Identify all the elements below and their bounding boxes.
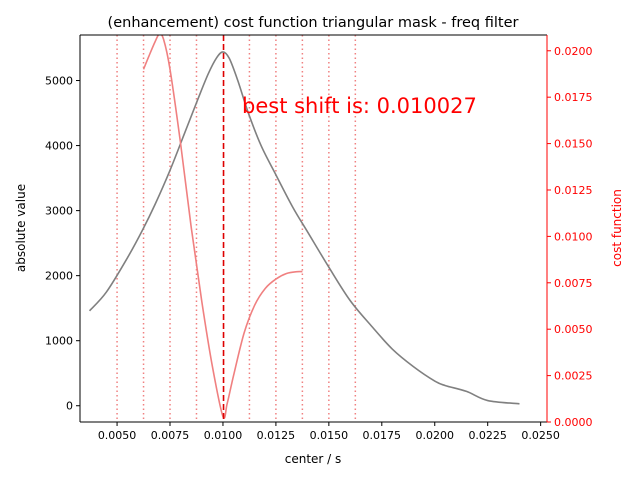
axis-ticks: 0.0050 0.0075 0.0100 0.0125 0.0150 0.0175 0.02… (45, 45, 593, 442)
best-shift-annotation: best shift is: 0.010027 (242, 94, 477, 118)
x-tick-label: 0.0250 (521, 429, 560, 442)
x-tick-label: 0.0125 (257, 429, 296, 442)
x-tick-label: 0.0150 (310, 429, 349, 442)
y-tick-label-right: 0.0125 (554, 184, 593, 197)
x-tick-label: 0.0200 (416, 429, 455, 442)
y-tick-label-right: 0.0000 (554, 416, 593, 429)
y-tick-label-left: 3000 (45, 205, 73, 218)
y-tick-label-left: 4000 (45, 140, 73, 153)
cost-function-line (142, 35, 303, 419)
y-axis-label-right: cost function (610, 189, 624, 267)
y-tick-label-left: 2000 (45, 270, 73, 283)
absolute-value-line (88, 51, 520, 405)
y-tick-label-left: 1000 (45, 335, 73, 348)
plot-lines (88, 35, 520, 422)
x-axis-label: center / s (285, 452, 342, 466)
axes-frame (79, 34, 548, 423)
y-tick-label-left: 0 (66, 400, 73, 413)
x-tick-label: 0.0075 (151, 429, 190, 442)
y-tick-label-right: 0.0075 (554, 277, 593, 290)
y-axis-label-left: absolute value (14, 184, 28, 272)
y-tick-label-right: 0.0200 (554, 45, 593, 58)
x-tick-label: 0.0100 (204, 429, 243, 442)
y-tick-label-right: 0.0175 (554, 91, 593, 104)
y-tick-label-right: 0.0150 (554, 138, 593, 151)
y-tick-label-right: 0.0025 (554, 370, 593, 383)
y-tick-label-left: 5000 (45, 75, 73, 88)
x-tick-label: 0.0225 (468, 429, 507, 442)
x-tick-label: 0.0050 (98, 429, 137, 442)
chart-title: (enhancement) cost function triangular m… (108, 15, 519, 31)
x-tick-label: 0.0175 (363, 429, 402, 442)
y-tick-label-right: 0.0050 (554, 323, 593, 336)
y-tick-label-right: 0.0100 (554, 230, 593, 243)
